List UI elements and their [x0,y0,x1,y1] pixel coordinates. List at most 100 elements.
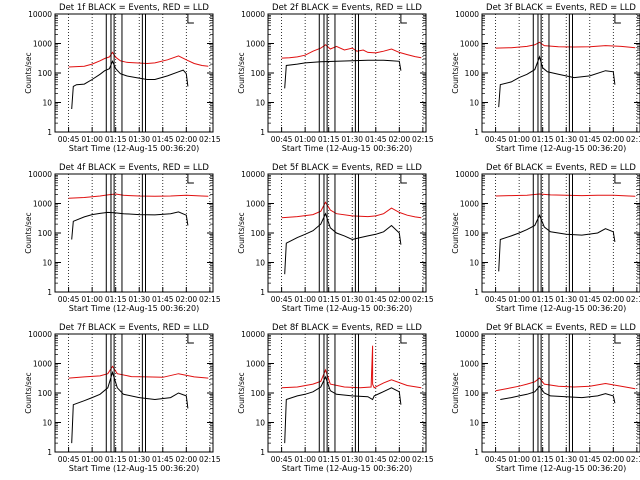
lld-series-line [495,193,636,197]
y-tick-label: 10 [42,99,52,108]
y-tick-label: 100 [38,229,53,238]
x-tick-label: 02:00 [603,455,625,464]
y-tick-label: 10 [42,419,52,428]
y-tick-label: 10000 [28,330,52,339]
x-tick-label: 01:30 [555,135,577,144]
y-tick-label: 100 [251,69,266,78]
x-axis-label: Start Time (12-Aug-15 00:36:20) [496,304,627,313]
x-tick-label: 01:15 [105,455,127,464]
x-tick-label: 00:45 [485,295,507,304]
x-tick-label: 00:45 [485,455,507,464]
y-tick-label: 1 [474,448,479,457]
panel-title: Det 2f BLACK = Events, RED = LLD [272,3,422,13]
c-marker [187,174,194,184]
x-tick-label: 01:15 [318,455,340,464]
lld-series-line [68,51,209,68]
x-axis-label: Start Time (12-Aug-15 00:36:20) [69,144,200,153]
y-tick-label: 1000 [460,40,479,49]
y-tick-label: 100 [38,69,53,78]
x-tick-label: 01:00 [294,135,316,144]
plot-frame [54,13,214,133]
y-tick-label: 10 [255,419,265,428]
plot-frame [267,333,427,453]
y-tick-label: 10 [469,99,479,108]
plot-frame [481,13,640,133]
y-tick-label: 1000 [460,360,479,369]
y-tick-label: 1 [260,448,265,457]
x-tick-label: 01:00 [508,295,530,304]
y-tick-label: 10000 [28,10,52,19]
events-series-line [71,60,189,110]
y-tick-label: 10000 [28,170,52,179]
x-tick-label: 02:00 [603,135,625,144]
y-tick-label: 1 [47,448,52,457]
y-tick-label: 10 [42,259,52,268]
y-axis-label: Counts/sec [24,212,33,253]
x-tick-label: 02:00 [176,295,198,304]
x-tick-label: 02:00 [389,455,411,464]
panel-title: Det 6f BLACK = Events, RED = LLD [486,163,636,173]
y-axis-label: Counts/sec [237,52,246,93]
y-tick-label: 10 [469,259,479,268]
x-tick-label: 01:45 [152,455,174,464]
events-series-line [71,211,189,240]
x-tick-label: 00:45 [58,135,80,144]
plot-frame [267,173,427,293]
x-tick-label: 01:00 [294,295,316,304]
c-marker [400,174,407,184]
y-axis-label: Counts/sec [451,372,460,413]
x-tick-label: 01:45 [579,295,601,304]
x-tick-label: 01:15 [532,135,554,144]
c-marker [187,334,194,344]
y-tick-label: 100 [38,389,53,398]
x-tick-label: 02:00 [389,295,411,304]
plot-frame [54,173,214,293]
y-tick-label: 10000 [241,330,265,339]
events-series-line [284,59,402,89]
c-marker [187,14,194,24]
y-tick-label: 10000 [241,170,265,179]
c-marker [614,174,621,184]
lld-series-line [281,44,422,59]
lld-series-line [281,201,422,219]
x-tick-label: 01:15 [105,135,127,144]
x-tick-label: 02:00 [603,295,625,304]
y-tick-label: 100 [251,229,266,238]
lld-series-line [281,345,422,389]
c-marker [614,14,621,24]
x-tick-label: 00:45 [271,135,293,144]
y-tick-label: 1 [474,128,479,137]
x-tick-label: 01:30 [341,295,363,304]
panel-title: Det 7f BLACK = Events, RED = LLD [59,323,209,333]
detector-panel-5: Det 5f BLACK = Events, RED = LLD 1 10 100 10… [237,163,434,313]
x-tick-label: 01:45 [579,455,601,464]
events-series-line [284,212,402,275]
detector-panel-2: Det 2f BLACK = Events, RED = LLD 1 10 100 10… [237,3,434,153]
panel-title: Det 1f BLACK = Events, RED = LLD [59,3,209,13]
events-series-line [500,385,616,404]
plot-frame [481,333,640,453]
y-tick-label: 10000 [455,330,479,339]
c-marker [614,334,621,344]
x-tick-label: 01:45 [365,455,387,464]
y-tick-label: 1000 [33,200,52,209]
y-tick-label: 1000 [246,360,265,369]
y-tick-label: 10 [255,99,265,108]
y-tick-label: 10000 [455,170,479,179]
x-tick-label: 00:45 [58,455,80,464]
panel-title: Det 5f BLACK = Events, RED = LLD [272,163,422,173]
y-axis-label: Counts/sec [451,52,460,93]
x-tick-label: 01:30 [128,135,150,144]
y-axis-label: Counts/sec [24,52,33,93]
lld-series-line [495,377,636,392]
x-tick-label: 01:30 [555,295,577,304]
y-tick-label: 100 [465,229,480,238]
x-tick-label: 01:30 [341,135,363,144]
x-tick-label: 01:15 [318,295,340,304]
x-tick-label: 01:00 [81,135,103,144]
panel-title: Det 8f BLACK = Events, RED = LLD [272,323,422,333]
y-axis-label: Counts/sec [24,372,33,413]
lld-series-line [68,193,209,199]
y-tick-label: 10000 [455,10,479,19]
x-tick-label: 01:15 [532,295,554,304]
